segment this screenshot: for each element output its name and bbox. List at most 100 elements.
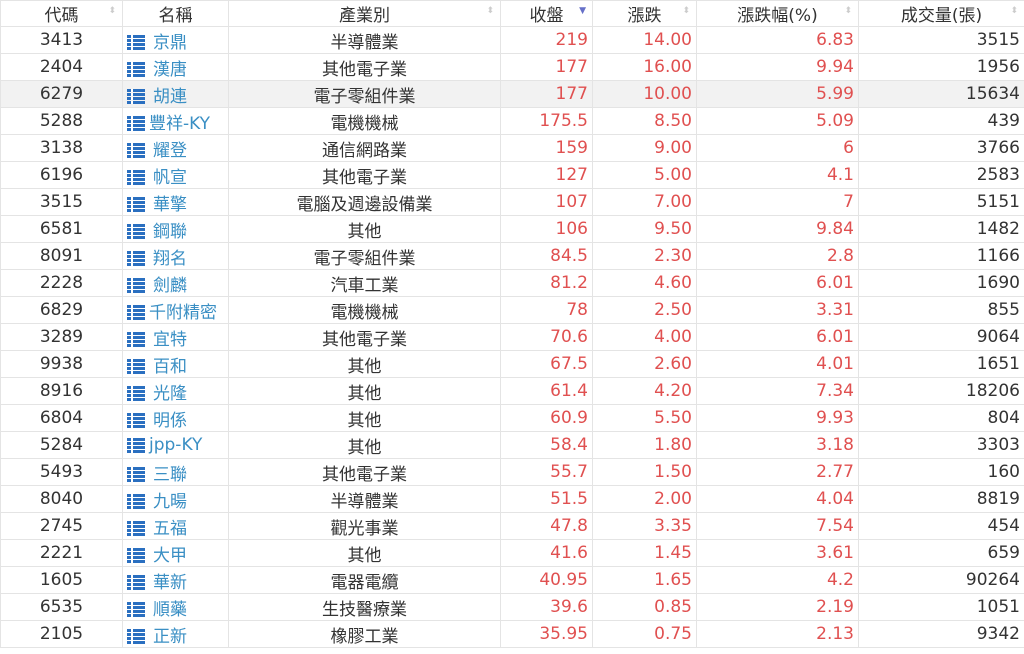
cell-volume: 15634 — [858, 80, 1024, 108]
table-row[interactable]: 2221 大甲 其他 41.6 1.45 3.61 659 — [0, 539, 1024, 567]
table-row[interactable]: 8040 九暘 半導體業 51.5 2.00 4.04 8819 — [0, 485, 1024, 513]
list-icon[interactable] — [127, 466, 145, 483]
stock-name-link[interactable]: 華擎 — [153, 194, 187, 215]
list-icon[interactable] — [127, 493, 145, 510]
table-row[interactable]: 3289 宜特 其他電子業 70.6 4.00 6.01 9064 — [0, 323, 1024, 351]
stock-name-link[interactable]: 京鼎 — [153, 32, 187, 53]
cell-industry: 其他電子業 — [228, 323, 501, 351]
list-icon[interactable] — [127, 601, 145, 618]
cell-close: 41.6 — [500, 539, 593, 567]
sort-desc-icon[interactable]: ▼ — [579, 6, 586, 16]
list-icon[interactable] — [127, 88, 145, 105]
stock-name-link[interactable]: 胡連 — [153, 86, 187, 107]
table-row[interactable]: 3515 華擎 電腦及週邊設備業 107 7.00 7 5151 — [0, 188, 1024, 216]
list-icon[interactable] — [127, 250, 145, 267]
list-icon[interactable] — [127, 628, 145, 645]
list-icon[interactable] — [127, 520, 145, 537]
stock-name-link[interactable]: 宜特 — [153, 329, 187, 350]
sort-icon[interactable]: ⬍ — [486, 6, 494, 16]
stock-name-link[interactable]: 三聯 — [153, 464, 187, 485]
cell-volume: 454 — [858, 512, 1024, 540]
table-row[interactable]: 6196 帆宣 其他電子業 127 5.00 4.1 2583 — [0, 161, 1024, 189]
cell-name: 華擎 — [122, 188, 229, 216]
stock-name-link[interactable]: 千附精密 — [149, 302, 217, 323]
header-change[interactable]: 漲跌 ⬍ — [592, 0, 697, 27]
stock-name-link[interactable]: 豐祥-KY — [149, 113, 211, 134]
table-row[interactable]: 2228 劍麟 汽車工業 81.2 4.60 6.01 1690 — [0, 269, 1024, 297]
stock-name-link[interactable]: 明係 — [153, 410, 187, 431]
table-row[interactable]: 2404 漢唐 其他電子業 177 16.00 9.94 1956 — [0, 53, 1024, 81]
table-row[interactable]: 8916 光隆 其他 61.4 4.20 7.34 18206 — [0, 377, 1024, 405]
header-industry[interactable]: 產業別 ⬍ — [228, 0, 501, 27]
cell-name: 胡連 — [122, 80, 229, 108]
table-row[interactable]: 3413 京鼎 半導體業 219 14.00 6.83 3515 — [0, 26, 1024, 54]
stock-name-link[interactable]: 鋼聯 — [153, 221, 187, 242]
header-code[interactable]: 代碼 ⬍ — [0, 0, 123, 27]
list-icon[interactable] — [127, 412, 145, 429]
list-icon[interactable] — [127, 358, 145, 375]
table-row[interactable]: 6535 順藥 生技醫療業 39.6 0.85 2.19 1051 — [0, 593, 1024, 621]
list-icon[interactable] — [127, 547, 145, 564]
cell-volume: 3515 — [858, 26, 1024, 54]
cell-code: 5284 — [0, 431, 123, 459]
stock-name-link[interactable]: 順藥 — [153, 599, 187, 620]
stock-name-link[interactable]: 翔名 — [153, 248, 187, 269]
list-icon[interactable] — [127, 304, 145, 321]
table-row[interactable]: 6829 千附精密 電機機械 78 2.50 3.31 855 — [0, 296, 1024, 324]
stock-name-link[interactable]: 光隆 — [153, 383, 187, 404]
list-icon[interactable] — [127, 223, 145, 240]
sort-icon[interactable]: ⬍ — [844, 6, 852, 16]
table-row[interactable]: 6279 胡連 電子零組件業 177 10.00 5.99 15634 — [0, 80, 1024, 108]
stock-name-link[interactable]: 漢唐 — [153, 59, 187, 80]
table-row[interactable]: 9938 百和 其他 67.5 2.60 4.01 1651 — [0, 350, 1024, 378]
list-icon[interactable] — [127, 34, 145, 51]
table-row[interactable]: 6804 明係 其他 60.9 5.50 9.93 804 — [0, 404, 1024, 432]
cell-industry: 其他 — [228, 350, 501, 378]
table-row[interactable]: 2105 正新 橡膠工業 35.95 0.75 2.13 9342 — [0, 620, 1024, 648]
header-volume[interactable]: 成交量(張) ⬍ — [858, 0, 1024, 27]
cell-close: 107 — [500, 188, 593, 216]
header-name[interactable]: 名稱 — [122, 0, 229, 27]
cell-change-pct: 3.61 — [696, 539, 859, 567]
cell-close: 78 — [500, 296, 593, 324]
table-row[interactable]: 2745 五福 觀光事業 47.8 3.35 7.54 454 — [0, 512, 1024, 540]
cell-close: 177 — [500, 80, 593, 108]
stock-name-link[interactable]: 大甲 — [153, 545, 187, 566]
list-icon[interactable] — [127, 437, 145, 454]
cell-name: 五福 — [122, 512, 229, 540]
table-row[interactable]: 8091 翔名 電子零組件業 84.5 2.30 2.8 1166 — [0, 242, 1024, 270]
list-icon[interactable] — [127, 169, 145, 186]
table-row[interactable]: 5288 豐祥-KY 電機機械 175.5 8.50 5.09 439 — [0, 107, 1024, 135]
stock-name-link[interactable]: 百和 — [153, 356, 187, 377]
table-row[interactable]: 5284 jpp-KY 其他 58.4 1.80 3.18 3303 — [0, 431, 1024, 459]
list-icon[interactable] — [127, 115, 145, 132]
stock-name-link[interactable]: jpp-KY — [149, 435, 203, 455]
stock-name-link[interactable]: 帆宣 — [153, 167, 187, 188]
list-icon[interactable] — [127, 142, 145, 159]
header-close[interactable]: 收盤 ▼ — [500, 0, 593, 27]
table-row[interactable]: 6581 鋼聯 其他 106 9.50 9.84 1482 — [0, 215, 1024, 243]
table-row[interactable]: 3138 耀登 通信網路業 159 9.00 6 3766 — [0, 134, 1024, 162]
cell-code: 2228 — [0, 269, 123, 297]
cell-industry: 其他 — [228, 377, 501, 405]
cell-close: 127 — [500, 161, 593, 189]
list-icon[interactable] — [127, 385, 145, 402]
stock-name-link[interactable]: 九暘 — [153, 491, 187, 512]
stock-name-link[interactable]: 五福 — [153, 518, 187, 539]
stock-name-link[interactable]: 耀登 — [153, 140, 187, 161]
cell-industry: 橡膠工業 — [228, 620, 501, 648]
table-row[interactable]: 5493 三聯 其他電子業 55.7 1.50 2.77 160 — [0, 458, 1024, 486]
stock-name-link[interactable]: 正新 — [153, 626, 187, 647]
list-icon[interactable] — [127, 331, 145, 348]
sort-icon[interactable]: ⬍ — [682, 6, 690, 16]
sort-icon[interactable]: ⬍ — [1010, 6, 1018, 16]
stock-name-link[interactable]: 劍麟 — [153, 275, 187, 296]
list-icon[interactable] — [127, 196, 145, 213]
list-icon[interactable] — [127, 277, 145, 294]
table-row[interactable]: 1605 華新 電器電纜 40.95 1.65 4.2 90264 — [0, 566, 1024, 594]
header-change-pct[interactable]: 漲跌幅(%) ⬍ — [696, 0, 859, 27]
list-icon[interactable] — [127, 61, 145, 78]
sort-icon[interactable]: ⬍ — [108, 6, 116, 16]
stock-name-link[interactable]: 華新 — [153, 572, 187, 593]
list-icon[interactable] — [127, 574, 145, 591]
